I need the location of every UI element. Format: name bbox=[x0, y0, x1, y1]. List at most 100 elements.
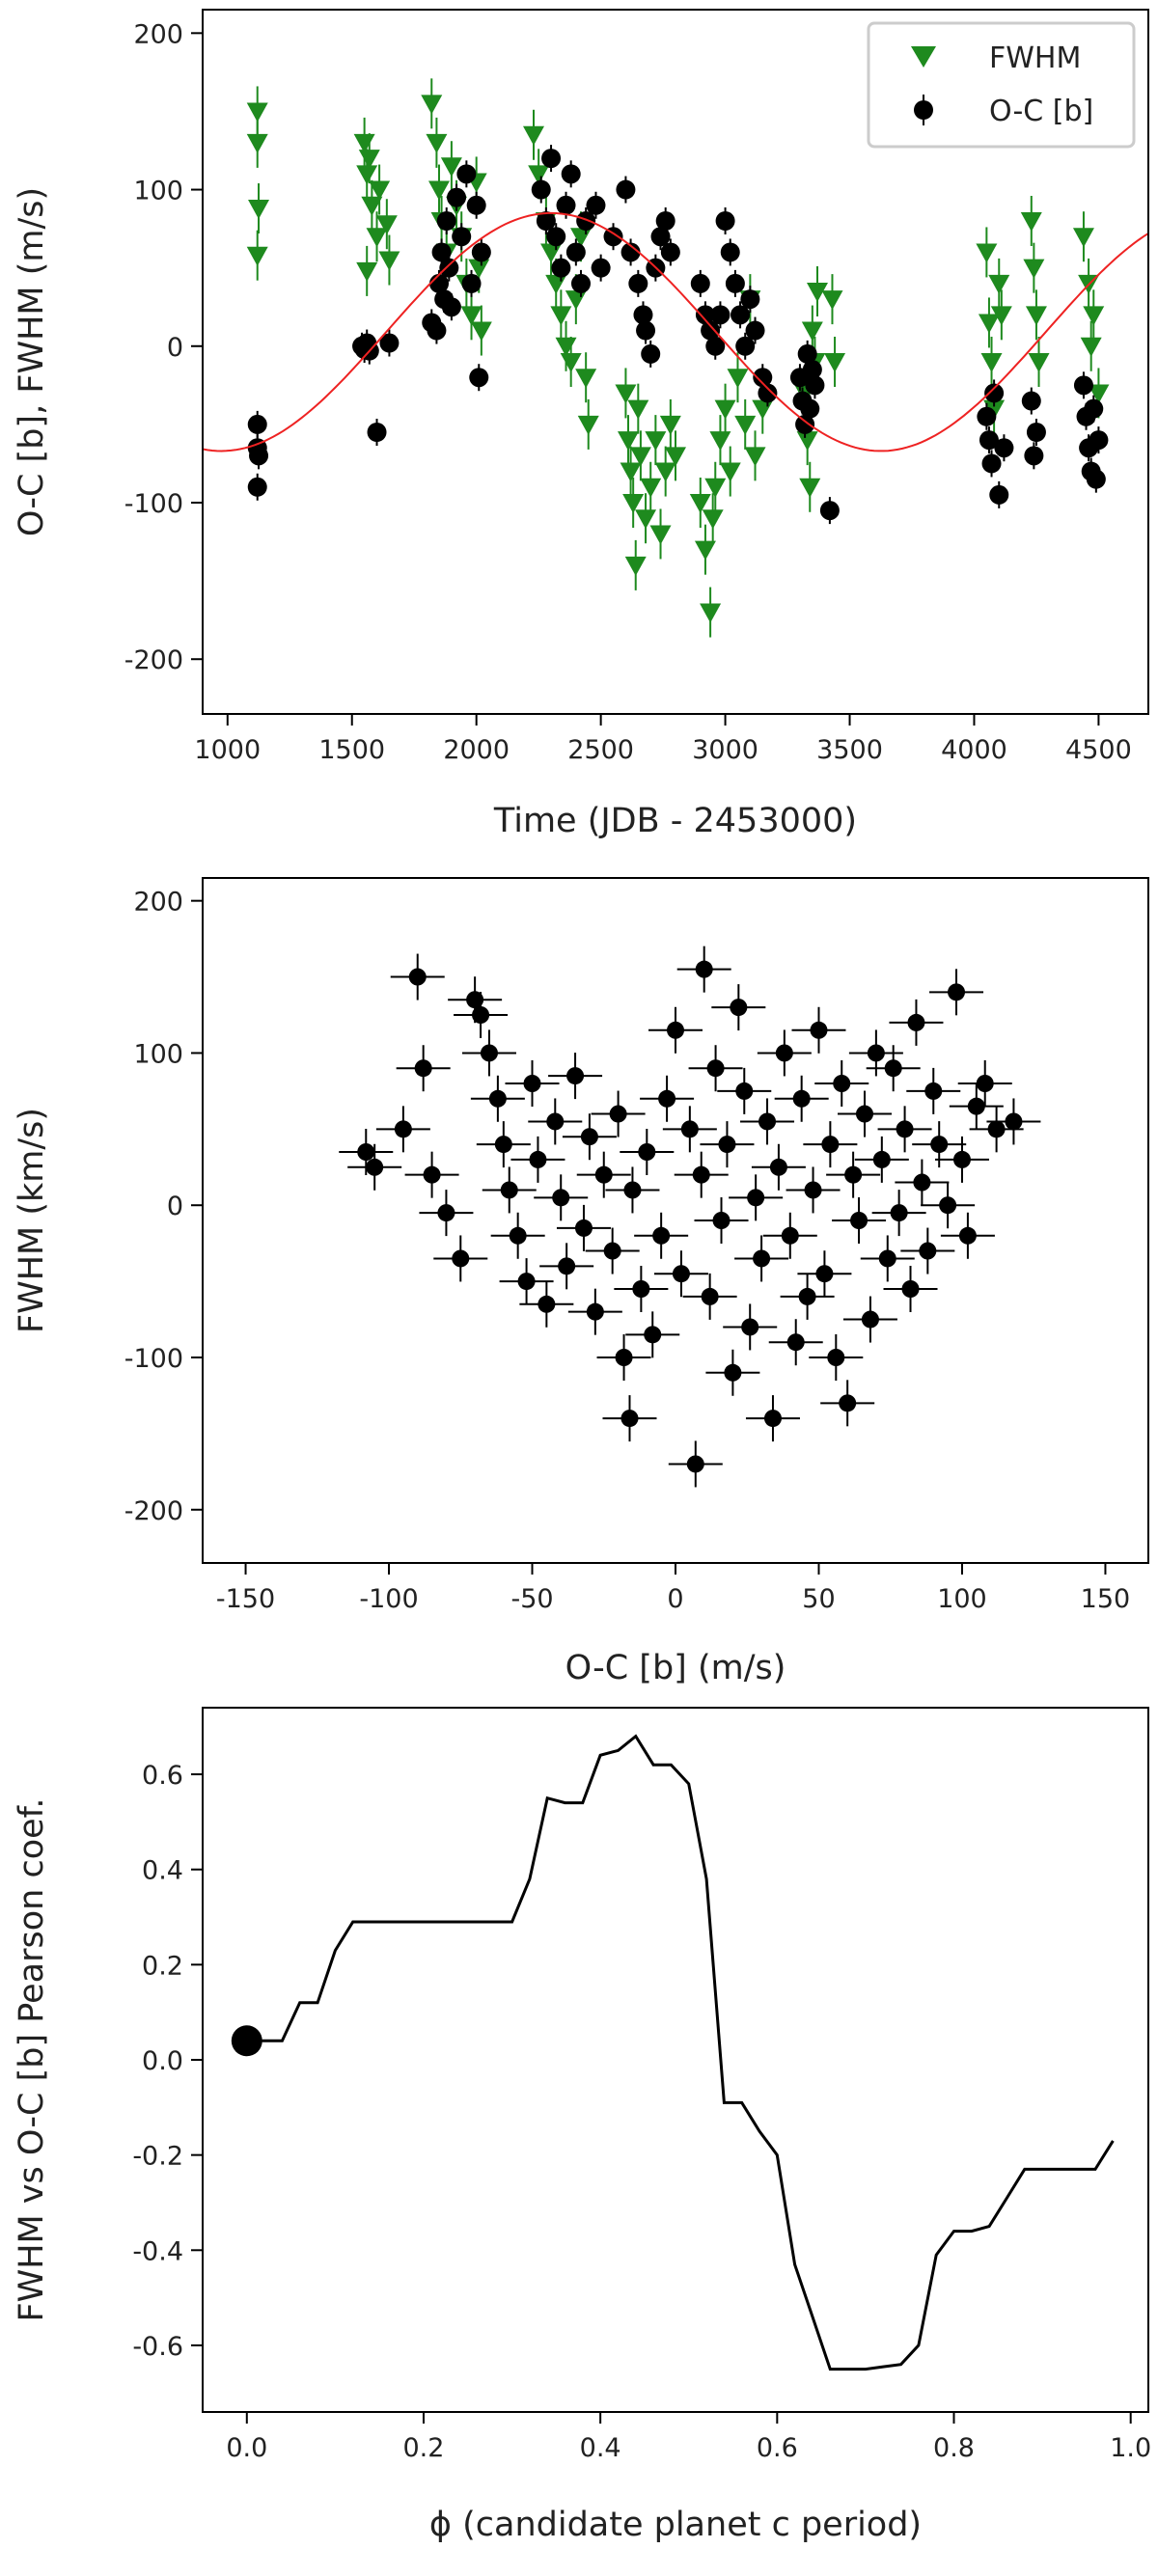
scatter-point bbox=[574, 1219, 593, 1237]
fwhm-point bbox=[704, 478, 727, 498]
fwhm-point bbox=[1083, 306, 1105, 326]
scatter-point bbox=[775, 1044, 793, 1062]
scatter-point bbox=[758, 1112, 777, 1131]
scatter-point bbox=[644, 1326, 662, 1344]
scatter-point bbox=[529, 1150, 547, 1168]
time-series-frame bbox=[202, 9, 1149, 715]
legend-fwhm-marker bbox=[911, 46, 936, 68]
time-series-ticks: 1000 1500 2000 2500 3000 3500 4000 4500-200-100… bbox=[124, 19, 1132, 765]
legend-box bbox=[867, 21, 1136, 149]
oc-point bbox=[715, 211, 735, 231]
oc-point bbox=[1021, 391, 1041, 411]
time-series-ytick-label: -200 bbox=[124, 645, 183, 675]
oc-point bbox=[571, 273, 591, 293]
oc-point bbox=[981, 453, 1002, 474]
oc-point bbox=[456, 164, 477, 184]
oc-point bbox=[725, 273, 745, 293]
fwhm-point bbox=[983, 399, 1006, 420]
oc-point bbox=[561, 164, 581, 184]
scatter-point bbox=[769, 1158, 787, 1176]
fwhm-point bbox=[627, 399, 649, 420]
scatter-point bbox=[878, 1249, 896, 1268]
fwhm-point bbox=[700, 603, 722, 623]
scatter-point bbox=[580, 1128, 598, 1146]
oc-point bbox=[469, 368, 489, 388]
fwhm-point bbox=[375, 215, 398, 235]
fwhm-point bbox=[709, 431, 731, 452]
time-series-xlabel: Time (JDB - 2453000) bbox=[493, 802, 857, 840]
fwhm-point bbox=[640, 478, 662, 498]
pearson-panel: 0.0 0.2 0.4 0.6 0.8 1.0 -0.6 -0.4 -0.2 0.0 0.2 0.4 0… bbox=[13, 1707, 1151, 2544]
oc-point bbox=[603, 227, 623, 247]
scatter-point bbox=[414, 1059, 432, 1078]
fwhm-point bbox=[976, 243, 998, 263]
fwhm-point bbox=[356, 165, 378, 185]
scatter-point bbox=[753, 1249, 771, 1268]
oc-point bbox=[1073, 375, 1093, 396]
pearson-xtick-label: 0.6 bbox=[757, 2433, 798, 2463]
scatter-point bbox=[735, 1082, 754, 1100]
correlation-scatter-xtick-label: -50 bbox=[510, 1584, 553, 1614]
scatter-point bbox=[652, 1226, 671, 1245]
fwhm-point bbox=[246, 246, 268, 266]
scatter-point bbox=[1005, 1112, 1023, 1131]
scatter-point bbox=[667, 1021, 684, 1039]
fwhm-point bbox=[635, 509, 657, 530]
fwhm-point bbox=[744, 447, 766, 467]
correlation-scatter-ylabel: FWHM (km/s) bbox=[13, 1108, 51, 1333]
legend-oc-marker bbox=[914, 100, 933, 120]
oc-point bbox=[1086, 469, 1106, 489]
oc-point bbox=[436, 211, 456, 231]
oc-point bbox=[452, 227, 472, 247]
fwhm-point bbox=[1088, 384, 1110, 404]
oc-point bbox=[367, 423, 387, 442]
fwhm-point bbox=[624, 556, 647, 576]
scatter-point bbox=[609, 1105, 627, 1123]
scatter-point bbox=[509, 1226, 527, 1245]
pearson-ytick-label: 0.6 bbox=[142, 1761, 183, 1791]
pearson-ytick-label: 0.2 bbox=[142, 1951, 183, 1981]
scatter-point bbox=[680, 1120, 699, 1138]
time-series-ylabel: O-C [b], FWHM (m/s) bbox=[13, 187, 51, 536]
scatter-point bbox=[952, 1150, 971, 1168]
fwhm-point bbox=[801, 321, 823, 342]
fwhm-point bbox=[689, 494, 711, 513]
scatter-point bbox=[867, 1044, 885, 1062]
scatter-point bbox=[712, 1212, 731, 1229]
scatter-point bbox=[480, 1044, 498, 1062]
scatter-point bbox=[967, 1097, 985, 1115]
fwhm-point bbox=[1080, 337, 1102, 357]
time-series-xtick-label: 3500 bbox=[816, 735, 883, 765]
oc-point bbox=[994, 438, 1014, 458]
fwhm-point bbox=[622, 494, 645, 513]
pearson-ytick-label: -0.2 bbox=[132, 2142, 183, 2172]
oc-point bbox=[461, 273, 482, 293]
scatter-point bbox=[890, 1204, 908, 1222]
fwhm-point bbox=[528, 165, 550, 185]
legend-oc-label: O-C [b] bbox=[989, 95, 1093, 128]
scatter-point bbox=[701, 1287, 719, 1305]
fwhm-point bbox=[246, 102, 268, 123]
time-series-panel: 1000 1500 2000 2500 3000 3500 4000 4500-200-100… bbox=[13, 9, 1149, 840]
time-series-xtick-label: 2500 bbox=[567, 735, 634, 765]
pearson-frame bbox=[202, 1707, 1149, 2413]
scatter-point bbox=[538, 1295, 556, 1313]
fwhm-point bbox=[550, 306, 572, 326]
fwhm-point bbox=[727, 369, 749, 389]
scatter-point bbox=[798, 1287, 816, 1305]
correlation-scatter-xtick-label: 150 bbox=[1081, 1584, 1131, 1614]
time-series-xtick-label: 4000 bbox=[941, 735, 1007, 765]
oc-point bbox=[636, 320, 656, 341]
scatter-point bbox=[763, 1410, 782, 1428]
oc-point bbox=[427, 320, 447, 341]
scatter-point bbox=[566, 1067, 585, 1085]
scatter-point bbox=[517, 1273, 536, 1291]
time-series-legend: FWHM O-C [b] bbox=[867, 21, 1136, 149]
correlation-scatter-xtick-label: -150 bbox=[216, 1584, 275, 1614]
oc-point bbox=[1024, 446, 1044, 466]
scatter-point bbox=[884, 1059, 902, 1078]
oc-point bbox=[556, 195, 576, 215]
scatter-point bbox=[408, 968, 427, 986]
oc-point bbox=[655, 211, 676, 231]
pearson-ytick-label: 0.0 bbox=[142, 2046, 183, 2076]
